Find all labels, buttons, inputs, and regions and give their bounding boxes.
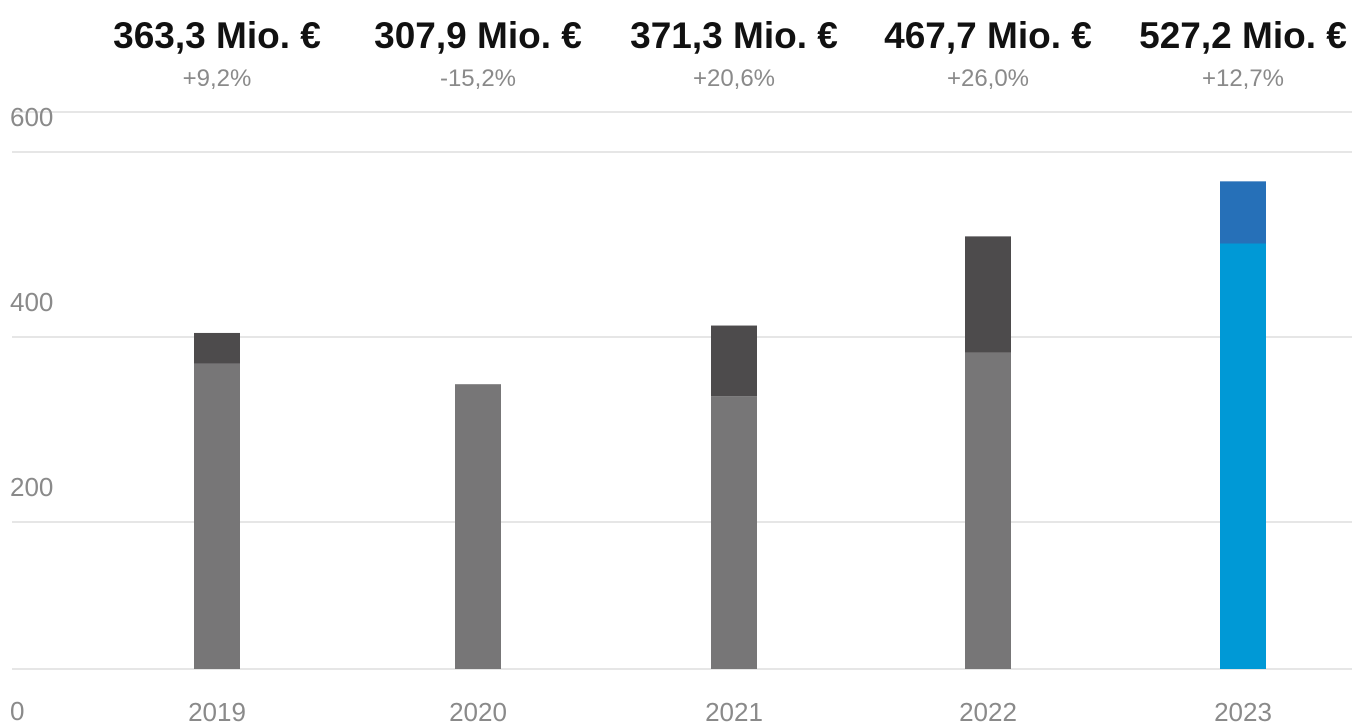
change-label: -15,2% [440,65,516,92]
bar-top-2021 [711,326,757,397]
x-tick-label: 2021 [705,697,763,724]
bar-base-2020 [455,384,501,669]
total-label: 467,7 Mio. € [884,15,1092,56]
y-tick-label: 200 [10,472,53,502]
x-tick-label: 2022 [959,697,1017,724]
total-label: 307,9 Mio. € [374,15,582,56]
change-label: +12,7% [1202,65,1284,92]
change-label: +9,2% [183,65,252,92]
bar-base-2023 [1220,244,1266,670]
total-label: 371,3 Mio. € [630,15,838,56]
y-tick-label: 0 [10,696,24,724]
y-tick-label: 400 [10,287,53,317]
total-label: 363,3 Mio. € [113,15,321,56]
x-tick-label: 2019 [188,697,246,724]
change-label: +20,6% [693,65,775,92]
bar-base-2019 [194,364,240,669]
bar-top-2022 [965,236,1011,352]
change-label: +26,0% [947,65,1029,92]
bar-base-2022 [965,353,1011,669]
bar-base-2021 [711,396,757,669]
x-tick-label: 2020 [449,697,507,724]
total-label: 527,2 Mio. € [1139,15,1347,56]
bar-top-2019 [194,333,240,364]
y-tick-label: 600 [10,102,53,132]
bar-top-2023 [1220,181,1266,243]
x-tick-label: 2023 [1214,697,1272,724]
